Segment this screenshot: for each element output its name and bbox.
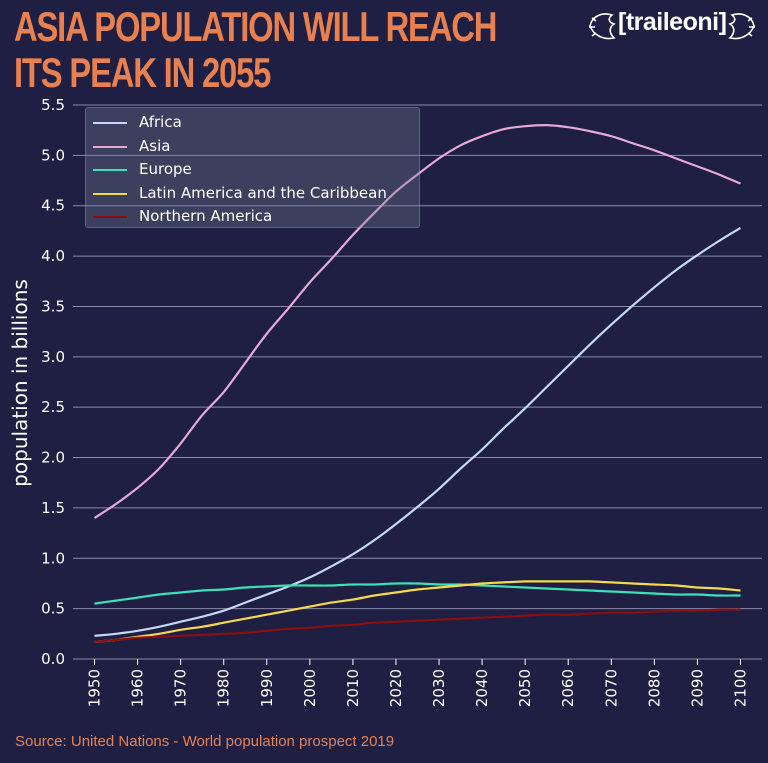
chart-title: ASIA POPULATION WILL REACH ITS PEAK IN 2…: [14, 3, 497, 96]
x-tick-label: 1990: [258, 669, 276, 707]
series-line-northern-america: [94, 608, 741, 643]
lion-emblem-icon: [589, 13, 755, 40]
series-line-europe: [94, 582, 741, 605]
legend-swatch: [93, 216, 127, 218]
x-tick-label: 2100: [731, 669, 749, 707]
legend-item: Africa: [93, 111, 413, 131]
y-tick-label: 2.5: [41, 398, 65, 416]
legend-item: Latin America and the Caribbean: [93, 182, 413, 202]
x-tick-label: 2080: [645, 669, 663, 707]
y-tick-label: 3.0: [41, 348, 65, 366]
x-tick-label: 2060: [559, 669, 577, 707]
x-tick-labels: 1950 1960 1970 1980 1990 2000 2010 2020 2030 2040…: [86, 659, 749, 707]
y-tick-label: 3.5: [41, 297, 65, 315]
grid-lines: [73, 104, 762, 660]
y-tick-labels: 0.0 0.5 1.0 1.5 2.0 2.5 3.0 3.5 4.0 4.5 5.0 5.5: [41, 96, 65, 668]
x-tick-label: 1980: [215, 669, 233, 707]
x-tick-label: 1950: [86, 669, 104, 707]
series-lines: [93, 123, 742, 643]
x-tick-label: 2000: [301, 669, 319, 707]
series-line-latin-america-and-the-caribbean: [94, 580, 741, 643]
y-tick-label: 0.5: [41, 600, 65, 618]
x-tick-label: 2020: [387, 669, 405, 707]
legend-swatch: [93, 169, 127, 171]
x-tick-label: 1960: [129, 669, 147, 707]
x-tick-label: 2070: [602, 669, 620, 707]
x-tick-label: 2050: [516, 669, 534, 707]
y-axis-label: population in billions: [8, 279, 32, 487]
legend-swatch: [93, 145, 127, 148]
y-tick-label: 2.0: [41, 449, 65, 467]
legend-label: Europe: [139, 160, 192, 178]
legend: Africa Asia Europe Latin America and the Ca…: [85, 107, 420, 228]
legend-label: Latin America and the Caribbean: [139, 183, 387, 202]
legend-label: Africa: [139, 113, 182, 131]
y-tick-label: 1.0: [41, 549, 65, 567]
x-tick-label: 2040: [473, 669, 491, 707]
x-tick-label: 2030: [430, 669, 448, 707]
brand-logo: [traileoni]: [586, 6, 758, 46]
y-tick-label: 5.5: [41, 96, 65, 114]
y-tick-label: 0.0: [41, 650, 65, 668]
legend-swatch: [93, 122, 127, 124]
legend-item: Northern America: [93, 205, 413, 225]
y-tick-label: 5.0: [41, 146, 65, 164]
legend-label: Asia: [139, 136, 171, 155]
legend-swatch: [93, 192, 127, 195]
y-tick-label: 4.0: [41, 247, 65, 265]
series-line-africa: [94, 226, 742, 637]
source-note: Source: United Nations - World populatio…: [15, 733, 395, 750]
x-tick-label: 1970: [172, 669, 190, 707]
series-line-asia: [93, 123, 741, 519]
logo-text: [traileoni]: [618, 8, 727, 36]
x-tick-label: 2090: [688, 669, 706, 707]
y-tick-label: 1.5: [41, 499, 65, 517]
legend-item: Europe: [93, 158, 413, 178]
legend-item: Asia: [93, 135, 413, 155]
legend-label: Northern America: [139, 207, 273, 225]
y-tick-label: 4.5: [41, 197, 65, 215]
x-tick-label: 2010: [344, 669, 362, 707]
